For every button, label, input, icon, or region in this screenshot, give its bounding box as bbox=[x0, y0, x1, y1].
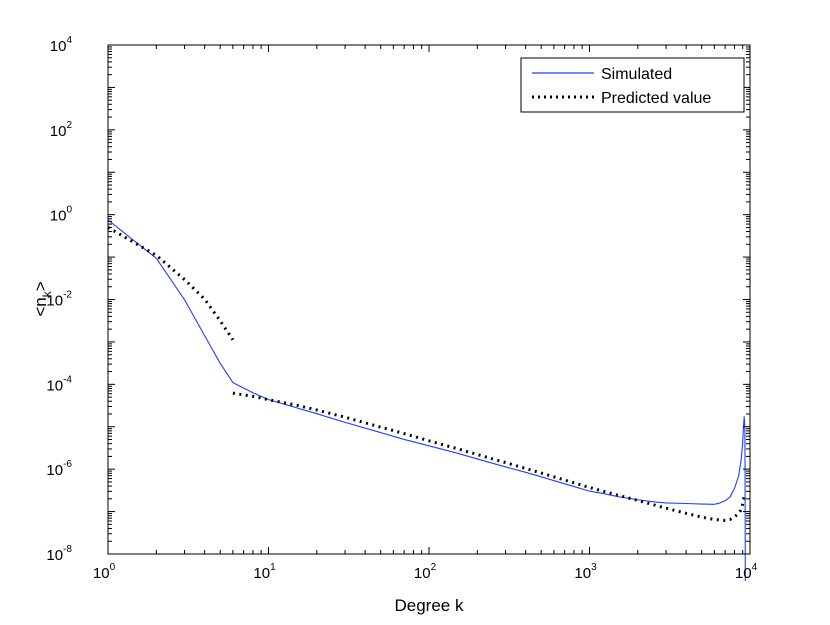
y-tick-label: 102 bbox=[50, 120, 73, 140]
y-tick-label: 10-8 bbox=[46, 544, 72, 564]
predicted-value-line-segment-2 bbox=[232, 391, 746, 522]
legend-label-simulated: Simulated bbox=[601, 66, 672, 83]
y-tick-label: 100 bbox=[50, 205, 73, 225]
x-tick-label: 101 bbox=[253, 562, 276, 582]
legend: Simulated Predicted value bbox=[520, 57, 745, 113]
simulated-line bbox=[107, 219, 746, 581]
plot-area bbox=[107, 44, 751, 581]
y-tick-label: 10-2 bbox=[46, 290, 72, 310]
x-tick-labels: 100 101 102 103 104 bbox=[93, 562, 758, 582]
tick-layer bbox=[107, 45, 750, 555]
plot-frame bbox=[107, 44, 751, 555]
y-tick-labels: 10-8 10-6 10-4 10-2 100 102 104 bbox=[46, 35, 72, 564]
x-tick-label: 102 bbox=[414, 562, 437, 582]
legend-label-predicted: Predicted value bbox=[601, 90, 711, 107]
y-tick-label: 10-6 bbox=[46, 459, 72, 479]
y-tick-label: 104 bbox=[50, 35, 73, 55]
legend-box bbox=[520, 57, 745, 113]
x-axis-label: Degree k bbox=[395, 596, 464, 615]
y-tick-label: 10-4 bbox=[46, 374, 72, 394]
predicted-value-line-segment-1 bbox=[107, 226, 235, 341]
x-tick-label: 103 bbox=[574, 562, 597, 582]
y-axis-label-base: <n bbox=[31, 297, 50, 316]
plot-background bbox=[108, 45, 750, 554]
series-layer bbox=[107, 219, 746, 581]
y-axis-label: <nk> bbox=[31, 281, 54, 316]
y-axis-label-close: > bbox=[31, 281, 50, 291]
x-tick-label: 100 bbox=[93, 562, 116, 582]
x-tick-label: 104 bbox=[735, 562, 758, 582]
y-axis-label-sub: k bbox=[40, 290, 54, 297]
